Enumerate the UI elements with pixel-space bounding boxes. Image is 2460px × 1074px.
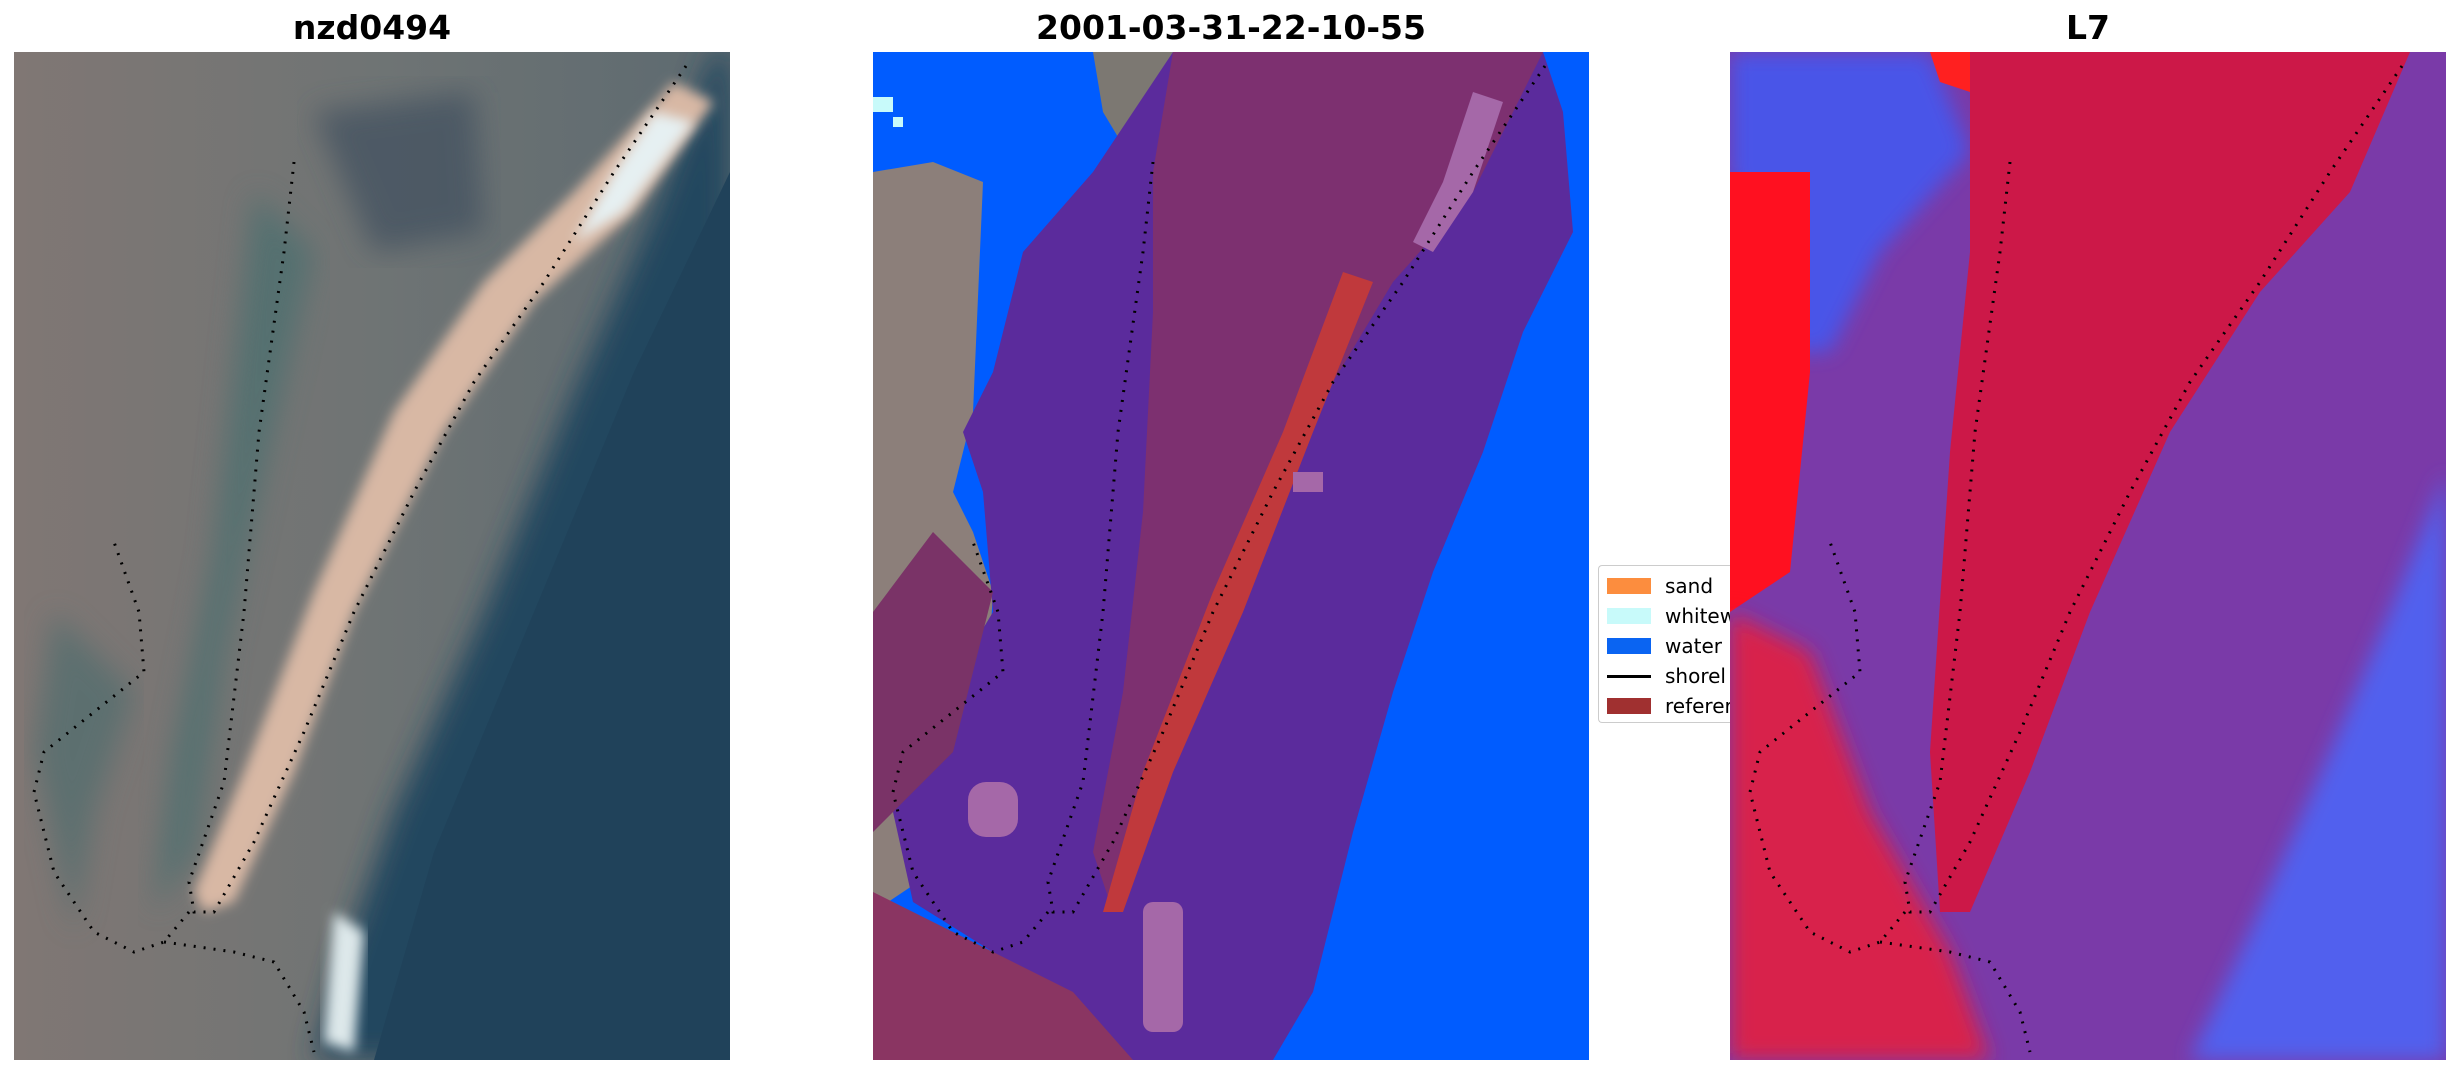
- whitewater-swatch-icon: [1607, 608, 1651, 624]
- water-swatch-icon: [1607, 638, 1651, 654]
- legend-label: referer: [1665, 694, 1730, 718]
- legend: sand whitew water shorel referer: [1598, 565, 1730, 723]
- panel-title-index: L7: [2066, 8, 2110, 47]
- legend-item-sand: sand: [1607, 574, 1730, 598]
- sand-swatch-icon: [1607, 578, 1651, 594]
- classification-panel: [873, 52, 1589, 1060]
- legend-label: water: [1665, 634, 1722, 658]
- reference-swatch-icon: [1607, 698, 1651, 714]
- legend-item-shoreline: shorel: [1607, 664, 1730, 688]
- legend-label: shorel: [1665, 664, 1726, 688]
- rgb-image: [14, 52, 730, 1060]
- legend-item-water: water: [1607, 634, 1730, 658]
- panel-title-rgb: nzd0494: [292, 8, 452, 47]
- index-image: [1730, 52, 2446, 1060]
- legend-item-whitewater: whitew: [1607, 604, 1730, 628]
- index-panel: [1730, 52, 2446, 1060]
- legend-label: whitew: [1665, 604, 1730, 628]
- legend-item-reference: referer: [1607, 694, 1730, 718]
- classification-image: [873, 52, 1589, 1060]
- legend-label: sand: [1665, 574, 1714, 598]
- shoreline-dotted: [187, 65, 688, 914]
- legend-line-icon: [1607, 675, 1651, 678]
- rgb-image-panel: [14, 52, 730, 1060]
- panel-title-classification: 2001-03-31-22-10-55: [1036, 8, 1426, 47]
